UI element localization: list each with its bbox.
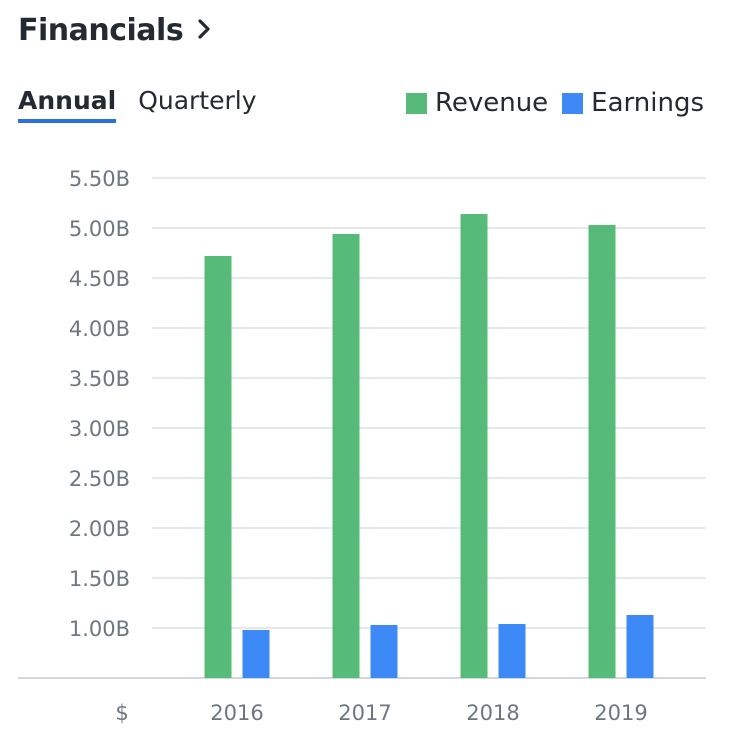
legend-earnings-label: Earnings (591, 88, 704, 118)
x-tick-label: 2018 (466, 701, 519, 725)
y-tick-label: 2.00B (69, 517, 130, 541)
y-tick-label: 2.50B (69, 467, 130, 491)
legend-revenue-label: Revenue (434, 88, 549, 118)
y-tick-label: 4.50B (69, 267, 130, 291)
y-tick-label: 5.50B (69, 167, 130, 191)
y-tick-label: 4.00B (69, 317, 130, 341)
page-title[interactable]: Financials (18, 12, 184, 48)
earnings-bar (242, 630, 270, 678)
earnings-bar (626, 615, 654, 678)
tab-quarterly[interactable]: Quarterly (138, 86, 257, 115)
earnings-bar (370, 625, 398, 678)
earnings-bar (498, 624, 526, 678)
period-tabs: Annual Quarterly (18, 86, 279, 123)
chart-legend: Revenue Earnings (392, 88, 704, 118)
revenue-bar (460, 214, 488, 678)
y-tick-label: 1.50B (69, 567, 130, 591)
y-tick-label: 1.00B (69, 617, 130, 641)
x-tick-label: 2017 (338, 701, 391, 725)
legend-earnings: Earnings (562, 88, 704, 118)
revenue-bar (332, 234, 360, 678)
x-tick-label: 2019 (594, 701, 647, 725)
legend-revenue-swatch (405, 92, 427, 114)
financials-header[interactable]: Financials (18, 8, 211, 52)
legend-revenue: Revenue (405, 88, 549, 118)
y-tick-label: 3.50B (69, 367, 130, 391)
y-tick-label: 5.00B (69, 217, 130, 241)
y-tick-label: 3.00B (69, 417, 130, 441)
tab-annual[interactable]: Annual (18, 86, 117, 123)
x-tick-label: 2016 (210, 701, 263, 725)
currency-label: $ (115, 701, 128, 725)
chevron-right-icon[interactable] (197, 18, 211, 44)
revenue-bar (588, 225, 616, 678)
legend-earnings-swatch (562, 92, 584, 114)
revenue-bar (204, 256, 232, 678)
